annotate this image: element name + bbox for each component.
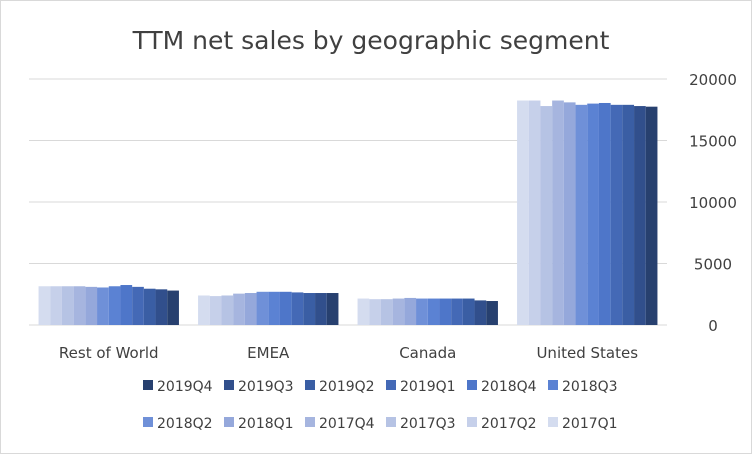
bar	[85, 286, 98, 325]
bar	[256, 291, 269, 325]
bar	[563, 102, 576, 326]
x-tick-label: Rest of World	[59, 344, 159, 362]
bar	[540, 106, 553, 325]
legend-label: 2018Q2	[157, 416, 213, 432]
bar	[61, 286, 74, 325]
legend: 2019Q4 2019Q3 2019Q2 2019Q1 2018Q4 2018Q3 2018…	[143, 379, 618, 432]
bar	[462, 298, 475, 325]
legend-swatch	[386, 380, 396, 390]
legend-swatch	[548, 417, 558, 427]
bar	[303, 293, 316, 325]
bar	[622, 104, 635, 325]
bar	[132, 286, 144, 325]
bar	[380, 299, 393, 325]
bars	[38, 100, 658, 326]
bar	[120, 285, 133, 325]
legend-label: 2019Q3	[238, 379, 294, 395]
y-tick-label: 20000	[689, 71, 737, 89]
bar	[155, 289, 168, 325]
legend-label: 2018Q3	[562, 379, 618, 395]
bar	[451, 298, 463, 325]
bar	[315, 293, 327, 325]
chart-title: TTM net sales by geographic segment	[132, 26, 610, 55]
legend-swatch	[143, 380, 153, 390]
bar	[416, 298, 428, 325]
legend-label: 2018Q4	[481, 379, 537, 395]
bar	[474, 300, 487, 325]
x-axis-ticks: Rest of World EMEA Canada United States	[59, 344, 638, 362]
bar	[587, 103, 599, 325]
bar	[291, 292, 304, 325]
legend-swatch	[386, 417, 396, 427]
y-tick-label: 0	[708, 317, 718, 335]
bar	[634, 106, 646, 325]
legend-label: 2017Q2	[481, 416, 537, 432]
bar	[209, 296, 222, 325]
bar	[108, 286, 121, 325]
bar	[38, 286, 51, 325]
x-tick-label: United States	[536, 344, 638, 362]
bar	[97, 287, 109, 325]
bar	[198, 295, 210, 325]
bar	[427, 298, 440, 325]
legend-label: 2018Q1	[238, 416, 294, 432]
legend-label: 2017Q1	[562, 416, 618, 432]
legend-swatch	[467, 417, 477, 427]
legend-swatch	[224, 380, 234, 390]
x-tick-label: EMEA	[247, 344, 290, 362]
bar	[357, 298, 370, 325]
legend-swatch	[467, 380, 477, 390]
legend-label: 2017Q4	[319, 416, 375, 432]
legend-label: 2019Q1	[400, 379, 456, 395]
y-tick-label: 10000	[689, 194, 737, 212]
bar	[268, 291, 280, 325]
bar	[392, 298, 405, 325]
legend-swatch	[305, 417, 315, 427]
bar	[645, 106, 658, 325]
bar	[244, 293, 257, 325]
legend-label: 2017Q3	[400, 416, 456, 432]
bar	[552, 100, 564, 326]
bar	[143, 288, 156, 325]
legend-swatch	[224, 417, 234, 427]
bar	[369, 299, 381, 325]
bar	[221, 295, 234, 325]
bar	[50, 286, 62, 325]
bar	[610, 104, 623, 325]
legend-swatch	[305, 380, 315, 390]
y-tick-label: 15000	[689, 133, 737, 151]
bar	[598, 102, 611, 325]
x-tick-label: Canada	[399, 344, 456, 362]
legend-swatch	[548, 380, 558, 390]
bar	[73, 286, 86, 325]
bar	[233, 293, 245, 325]
bar	[517, 100, 529, 326]
bar	[575, 104, 588, 325]
y-tick-label: 5000	[694, 256, 732, 274]
bar	[404, 297, 417, 325]
bar	[167, 290, 179, 325]
bar	[528, 100, 541, 326]
bar	[439, 298, 452, 325]
bar	[279, 291, 292, 325]
legend-swatch	[143, 417, 153, 427]
bar	[326, 293, 339, 325]
y-axis-ticks: 0 5000 10000 15000 20000	[689, 71, 737, 335]
legend-label: 2019Q4	[157, 379, 213, 395]
legend-label: 2019Q2	[319, 379, 375, 395]
bar	[486, 301, 498, 325]
